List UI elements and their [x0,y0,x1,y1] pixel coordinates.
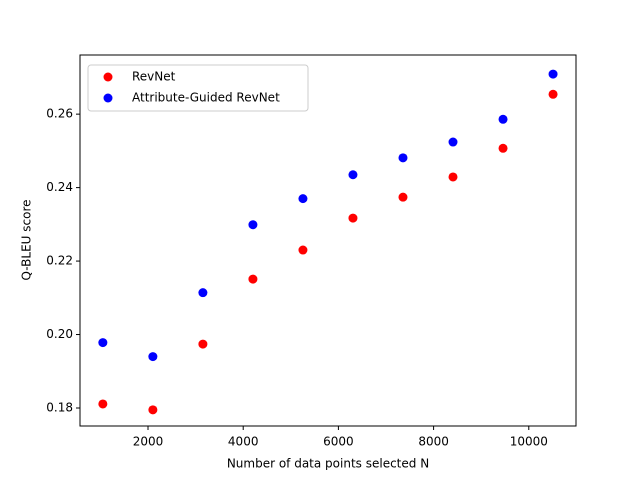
point [548,69,558,79]
point [448,172,458,182]
legend-box [87,64,309,112]
point [298,245,308,255]
point [448,137,458,147]
point [498,143,508,153]
point [248,220,258,230]
y-tick-label: 0.26 [46,107,73,121]
point [248,274,258,284]
point [398,192,408,202]
x-tick-label: 6000 [323,435,354,449]
point [348,170,358,180]
legend-label: RevNet [132,70,176,84]
x-tick-label: 2000 [133,435,164,449]
x-tick-label: 10000 [510,435,548,449]
x-tick-label: 4000 [228,435,259,449]
plot-frame [79,54,577,427]
x-tick-label: 8000 [418,435,449,449]
legend-marker [103,93,113,103]
legend-label: Attribute-Guided RevNet [132,91,280,105]
y-axis-label: Q-BLEU score [20,199,34,280]
point [498,114,508,124]
y-tick-label: 0.20 [46,327,73,341]
point [298,194,308,204]
point [148,352,158,362]
point [198,339,208,349]
point [398,153,408,163]
point [348,213,358,223]
legend-marker [103,72,113,82]
point [98,338,108,348]
y-tick-label: 0.22 [46,254,73,268]
point [148,405,158,415]
point [198,288,208,298]
y-tick-label: 0.18 [46,401,73,415]
point [98,399,108,409]
y-tick-label: 0.24 [46,180,73,194]
point [548,89,558,99]
x-axis-label: Number of data points selected N [227,457,429,471]
